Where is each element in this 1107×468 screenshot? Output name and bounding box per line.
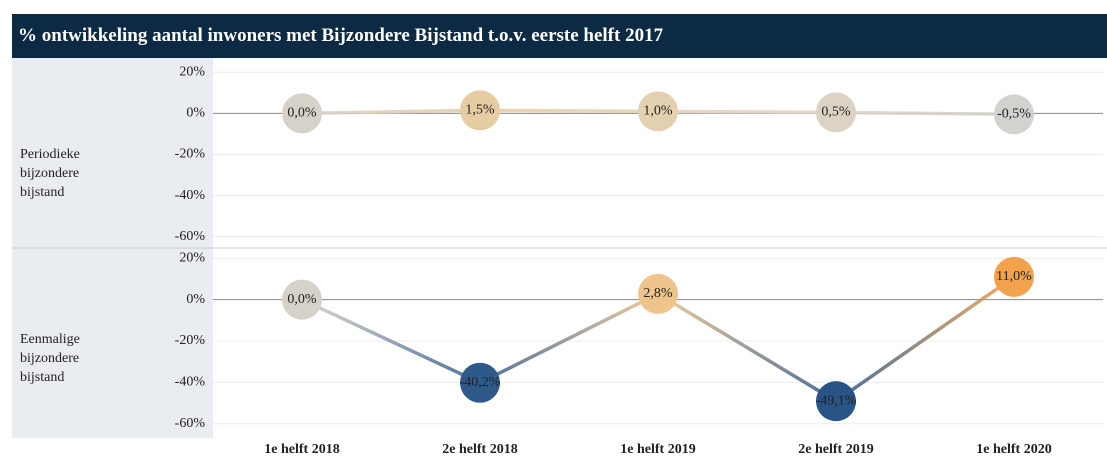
- marker: [994, 256, 1034, 297]
- marker: [638, 273, 678, 314]
- chart-title: % ontwikkeling aantal inwoners met Bijzo…: [12, 14, 1107, 58]
- x-tick-label: 2e helft 2019: [798, 442, 873, 457]
- marker: [460, 362, 500, 403]
- data-label: -49,1%: [816, 393, 857, 408]
- x-tick-label: 1e helft 2020: [976, 442, 1051, 457]
- marker: [816, 381, 856, 422]
- data-label: 11,0%: [996, 269, 1032, 284]
- y-tick-label: -60%: [175, 416, 206, 431]
- marker: [282, 93, 322, 134]
- y-tick-label: -20%: [175, 333, 206, 348]
- y-tick-label: 0%: [186, 292, 205, 307]
- y-tick-label: 0%: [186, 106, 205, 121]
- x-tick-label: 1e helft 2019: [620, 442, 695, 457]
- data-label: 1,5%: [465, 103, 495, 118]
- y-tick-label: -40%: [175, 188, 206, 203]
- marker: [282, 279, 322, 320]
- y-tick-label: -60%: [175, 229, 206, 244]
- data-label: 1,0%: [643, 104, 673, 119]
- data-label: 2,8%: [643, 286, 673, 301]
- data-label: -0,5%: [997, 107, 1031, 122]
- x-tick-label: 1e helft 2018: [264, 442, 339, 457]
- marker: [460, 90, 500, 131]
- row-label: Eenmalige bijzondere bijstand: [20, 332, 80, 385]
- marker: [994, 94, 1034, 135]
- data-label: -40,2%: [460, 375, 501, 390]
- marker: [816, 92, 856, 133]
- y-tick-label: -20%: [175, 147, 206, 162]
- marker: [638, 91, 678, 132]
- x-tick-label: 2e helft 2018: [442, 442, 517, 457]
- row-label: Periodieke bijzondere bijstand: [20, 147, 80, 200]
- data-label: 0,5%: [821, 105, 851, 120]
- data-label: 0,0%: [287, 106, 317, 121]
- data-label: 0,0%: [287, 292, 317, 307]
- y-tick-label: -40%: [175, 375, 206, 390]
- y-tick-label: 20%: [179, 250, 205, 265]
- y-tick-label: 20%: [179, 64, 205, 79]
